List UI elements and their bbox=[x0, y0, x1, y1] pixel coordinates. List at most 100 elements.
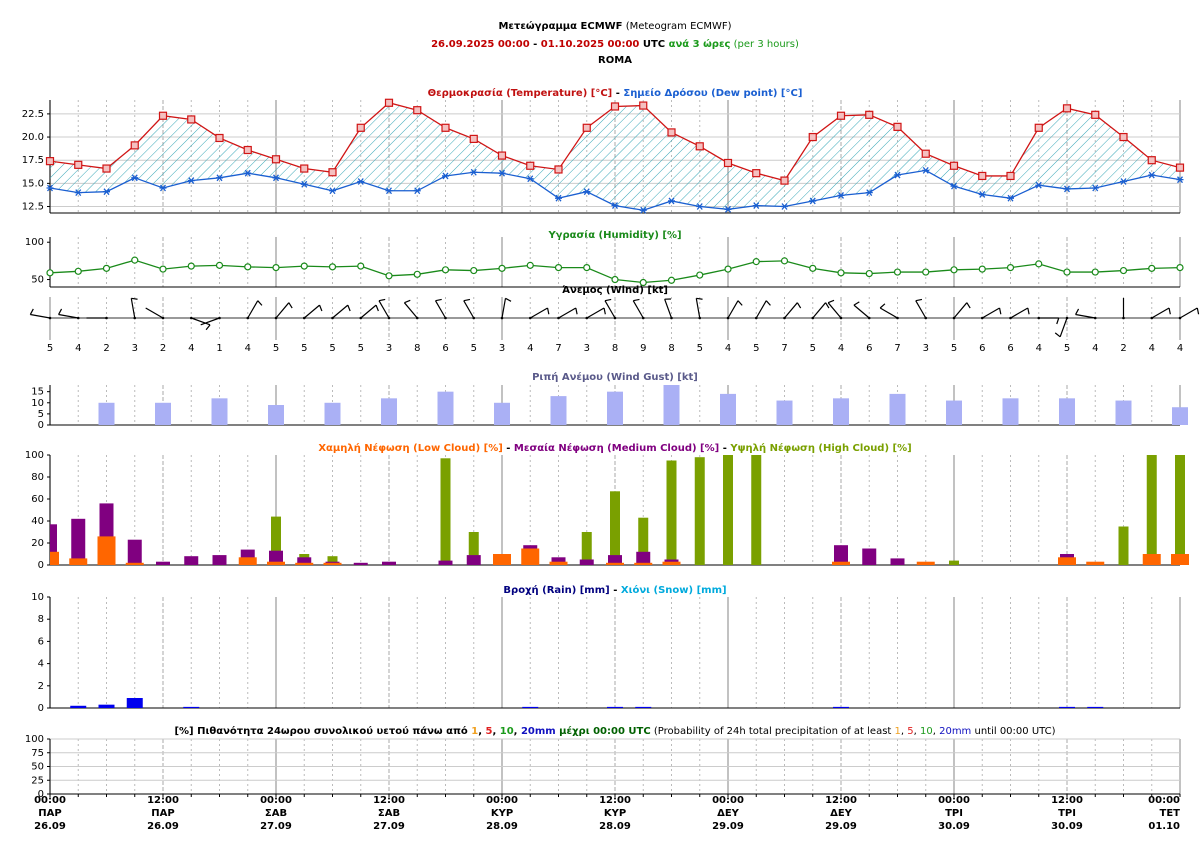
wind-barb bbox=[1151, 307, 1171, 319]
bar bbox=[50, 524, 57, 565]
wind-speed: 3 bbox=[923, 343, 929, 354]
bar bbox=[211, 398, 228, 425]
wind-base bbox=[1093, 316, 1097, 320]
x-tick-label: 29.09 bbox=[712, 821, 744, 832]
wind-speed: 3 bbox=[132, 343, 138, 354]
marker bbox=[555, 194, 562, 202]
x-tick-label: 26.09 bbox=[34, 821, 66, 832]
bar bbox=[662, 561, 681, 565]
wind-barb bbox=[558, 307, 578, 319]
bar bbox=[720, 393, 736, 425]
bar bbox=[1086, 561, 1105, 565]
bar bbox=[1059, 706, 1075, 708]
title: Άνεμος (Wind) [kt] bbox=[562, 284, 668, 296]
marker bbox=[45, 157, 55, 166]
bar bbox=[493, 554, 511, 565]
marker bbox=[1006, 171, 1015, 181]
bar bbox=[466, 555, 481, 565]
marker bbox=[1062, 104, 1072, 113]
wind-base bbox=[472, 316, 476, 320]
wind-speed: 5 bbox=[697, 343, 703, 354]
title: 26.09.2025 00:00 - 01.10.2025 00:00 UTC … bbox=[431, 38, 799, 50]
y-tick-label: 0 bbox=[38, 420, 44, 431]
marker bbox=[187, 177, 195, 184]
marker bbox=[752, 169, 761, 178]
marker bbox=[441, 123, 450, 132]
marker bbox=[695, 142, 704, 151]
marker bbox=[611, 275, 619, 284]
wind-barb bbox=[915, 298, 927, 319]
bar bbox=[297, 557, 312, 565]
marker bbox=[357, 178, 365, 185]
bar bbox=[834, 545, 848, 565]
wind-barb bbox=[632, 298, 644, 319]
title-part: Ριπή Ανέμου (Wind Gust) [kt] bbox=[532, 371, 698, 383]
marker bbox=[1147, 156, 1156, 165]
wind-speed: 4 bbox=[838, 343, 844, 354]
marker bbox=[582, 123, 591, 132]
marker bbox=[836, 111, 846, 120]
bar bbox=[606, 562, 624, 565]
marker bbox=[102, 164, 111, 173]
marker bbox=[300, 180, 308, 188]
marker bbox=[893, 122, 902, 131]
bar bbox=[324, 402, 341, 425]
bar bbox=[1059, 398, 1075, 425]
x-tick-label: 29.09 bbox=[825, 821, 857, 832]
marker bbox=[1120, 178, 1127, 185]
wind-base bbox=[415, 316, 419, 320]
wind-speed: 5 bbox=[301, 343, 307, 354]
marker bbox=[470, 266, 478, 275]
wind-base bbox=[161, 316, 165, 320]
wind-speed: 4 bbox=[725, 343, 731, 354]
wind-speed: 5 bbox=[810, 343, 816, 354]
marker bbox=[385, 187, 393, 195]
marker bbox=[696, 203, 704, 210]
marker bbox=[978, 171, 987, 181]
bar bbox=[889, 393, 906, 425]
bar bbox=[550, 396, 567, 425]
bar bbox=[269, 550, 283, 565]
marker bbox=[865, 189, 873, 197]
bar bbox=[890, 558, 905, 565]
wind-base bbox=[585, 316, 589, 320]
bar bbox=[437, 391, 454, 425]
wind-base bbox=[980, 316, 984, 320]
bar bbox=[607, 706, 623, 708]
title-part: Μετεώγραμμα ECMWF bbox=[498, 20, 622, 32]
y-tick-label: 50 bbox=[31, 275, 44, 286]
bar bbox=[1002, 398, 1019, 425]
wind-speed: 8 bbox=[612, 343, 618, 354]
marker bbox=[103, 188, 110, 196]
bar bbox=[212, 555, 227, 565]
marker bbox=[893, 268, 902, 276]
wind-speed: 9 bbox=[640, 343, 646, 354]
title-part: - bbox=[719, 443, 730, 454]
bar bbox=[1175, 455, 1185, 565]
bar bbox=[97, 536, 116, 565]
y-tick-label: 10 bbox=[31, 592, 44, 603]
marker bbox=[1091, 268, 1099, 276]
wind-base bbox=[189, 316, 193, 320]
marker bbox=[159, 265, 167, 273]
marker bbox=[442, 172, 449, 180]
y-tick-label: 20 bbox=[31, 538, 44, 549]
x-tick-label: ΤΡΙ bbox=[945, 808, 963, 819]
wind-base bbox=[1009, 316, 1012, 320]
wind-speed: 5 bbox=[951, 343, 957, 354]
bar bbox=[271, 516, 281, 565]
title-part: 20mm bbox=[521, 726, 556, 737]
x-tick-label: 12:00 bbox=[599, 795, 631, 806]
wind-barb bbox=[463, 298, 475, 319]
marker bbox=[837, 191, 845, 199]
wind-base bbox=[783, 316, 786, 320]
title-part: - bbox=[503, 443, 514, 454]
bar bbox=[634, 562, 653, 565]
wind-base bbox=[302, 316, 306, 320]
y-tick-label: 40 bbox=[31, 516, 44, 527]
wind-barb bbox=[695, 297, 703, 319]
bar bbox=[946, 400, 962, 425]
title-part: , bbox=[492, 726, 499, 737]
wind-speed: 4 bbox=[1036, 343, 1042, 354]
wind-barb bbox=[1075, 308, 1096, 319]
